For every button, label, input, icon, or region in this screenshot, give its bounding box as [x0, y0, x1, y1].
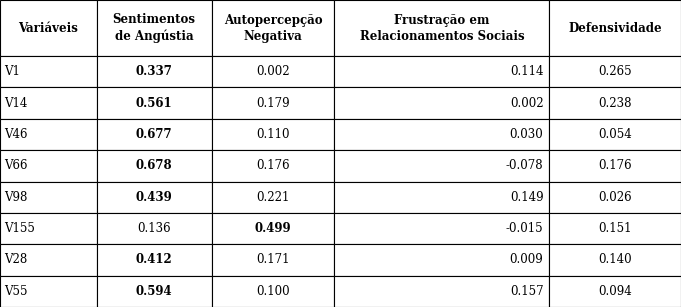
Bar	[334, 0, 550, 56]
Text: 0.002: 0.002	[256, 65, 290, 78]
Bar	[0, 276, 97, 307]
Text: 0.176: 0.176	[256, 159, 290, 172]
Bar	[212, 276, 334, 307]
Text: 0.151: 0.151	[599, 222, 632, 235]
Text: 0.561: 0.561	[136, 97, 172, 110]
Text: 0.094: 0.094	[599, 285, 632, 298]
Text: 0.140: 0.140	[599, 254, 632, 266]
Bar	[550, 244, 681, 276]
Text: 0.149: 0.149	[510, 191, 543, 204]
Bar	[550, 181, 681, 213]
Text: 0.412: 0.412	[136, 254, 172, 266]
Text: -0.015: -0.015	[506, 222, 543, 235]
Bar	[334, 150, 550, 181]
Text: V98: V98	[4, 191, 27, 204]
Text: Sentimentos
de Angústia: Sentimentos de Angústia	[112, 13, 195, 43]
Bar	[212, 56, 334, 87]
Bar	[0, 150, 97, 181]
Bar	[97, 56, 212, 87]
Bar	[212, 119, 334, 150]
Text: 0.100: 0.100	[256, 285, 290, 298]
Text: 0.171: 0.171	[256, 254, 290, 266]
Bar	[550, 56, 681, 87]
Bar	[212, 213, 334, 244]
Text: V28: V28	[4, 254, 27, 266]
Text: Variáveis: Variáveis	[18, 21, 78, 34]
Bar	[97, 150, 212, 181]
Bar	[212, 150, 334, 181]
Bar	[550, 150, 681, 181]
Bar	[97, 119, 212, 150]
Bar	[212, 87, 334, 119]
Text: 0.157: 0.157	[510, 285, 543, 298]
Text: 0.265: 0.265	[599, 65, 632, 78]
Bar	[334, 276, 550, 307]
Text: 0.499: 0.499	[255, 222, 291, 235]
Bar	[550, 213, 681, 244]
Text: 0.179: 0.179	[256, 97, 290, 110]
Bar	[0, 213, 97, 244]
Text: 0.136: 0.136	[138, 222, 171, 235]
Bar	[212, 244, 334, 276]
Text: 0.009: 0.009	[509, 254, 543, 266]
Bar	[97, 276, 212, 307]
Text: V46: V46	[4, 128, 27, 141]
Bar	[97, 244, 212, 276]
Bar	[334, 244, 550, 276]
Text: 0.221: 0.221	[256, 191, 289, 204]
Text: 0.439: 0.439	[136, 191, 172, 204]
Bar	[550, 119, 681, 150]
Text: 0.594: 0.594	[136, 285, 172, 298]
Text: 0.026: 0.026	[599, 191, 632, 204]
Bar	[0, 119, 97, 150]
Bar	[550, 276, 681, 307]
Bar	[97, 181, 212, 213]
Bar	[550, 0, 681, 56]
Bar	[0, 0, 97, 56]
Bar	[0, 56, 97, 87]
Bar	[212, 181, 334, 213]
Text: Defensividade: Defensividade	[569, 21, 662, 34]
Text: 0.677: 0.677	[136, 128, 172, 141]
Text: 0.054: 0.054	[599, 128, 632, 141]
Bar	[334, 181, 550, 213]
Text: V155: V155	[4, 222, 35, 235]
Text: 0.238: 0.238	[599, 97, 632, 110]
Bar	[0, 87, 97, 119]
Text: V55: V55	[4, 285, 27, 298]
Text: 0.030: 0.030	[509, 128, 543, 141]
Text: 0.114: 0.114	[510, 65, 543, 78]
Text: Frustração em
Relacionamentos Sociais: Frustração em Relacionamentos Sociais	[360, 14, 524, 42]
Text: 0.110: 0.110	[256, 128, 290, 141]
Text: 0.337: 0.337	[136, 65, 172, 78]
Bar	[212, 0, 334, 56]
Text: V66: V66	[4, 159, 27, 172]
Text: -0.078: -0.078	[506, 159, 543, 172]
Text: V14: V14	[4, 97, 27, 110]
Bar	[97, 0, 212, 56]
Bar	[334, 213, 550, 244]
Bar	[97, 213, 212, 244]
Bar	[334, 56, 550, 87]
Bar	[97, 87, 212, 119]
Text: Autopercepção
Negativa: Autopercepção Negativa	[224, 14, 322, 42]
Bar	[0, 181, 97, 213]
Text: 0.678: 0.678	[136, 159, 172, 172]
Text: 0.002: 0.002	[510, 97, 543, 110]
Bar	[334, 119, 550, 150]
Bar	[334, 87, 550, 119]
Text: V1: V1	[4, 65, 20, 78]
Bar	[0, 244, 97, 276]
Text: 0.176: 0.176	[599, 159, 632, 172]
Bar	[550, 87, 681, 119]
